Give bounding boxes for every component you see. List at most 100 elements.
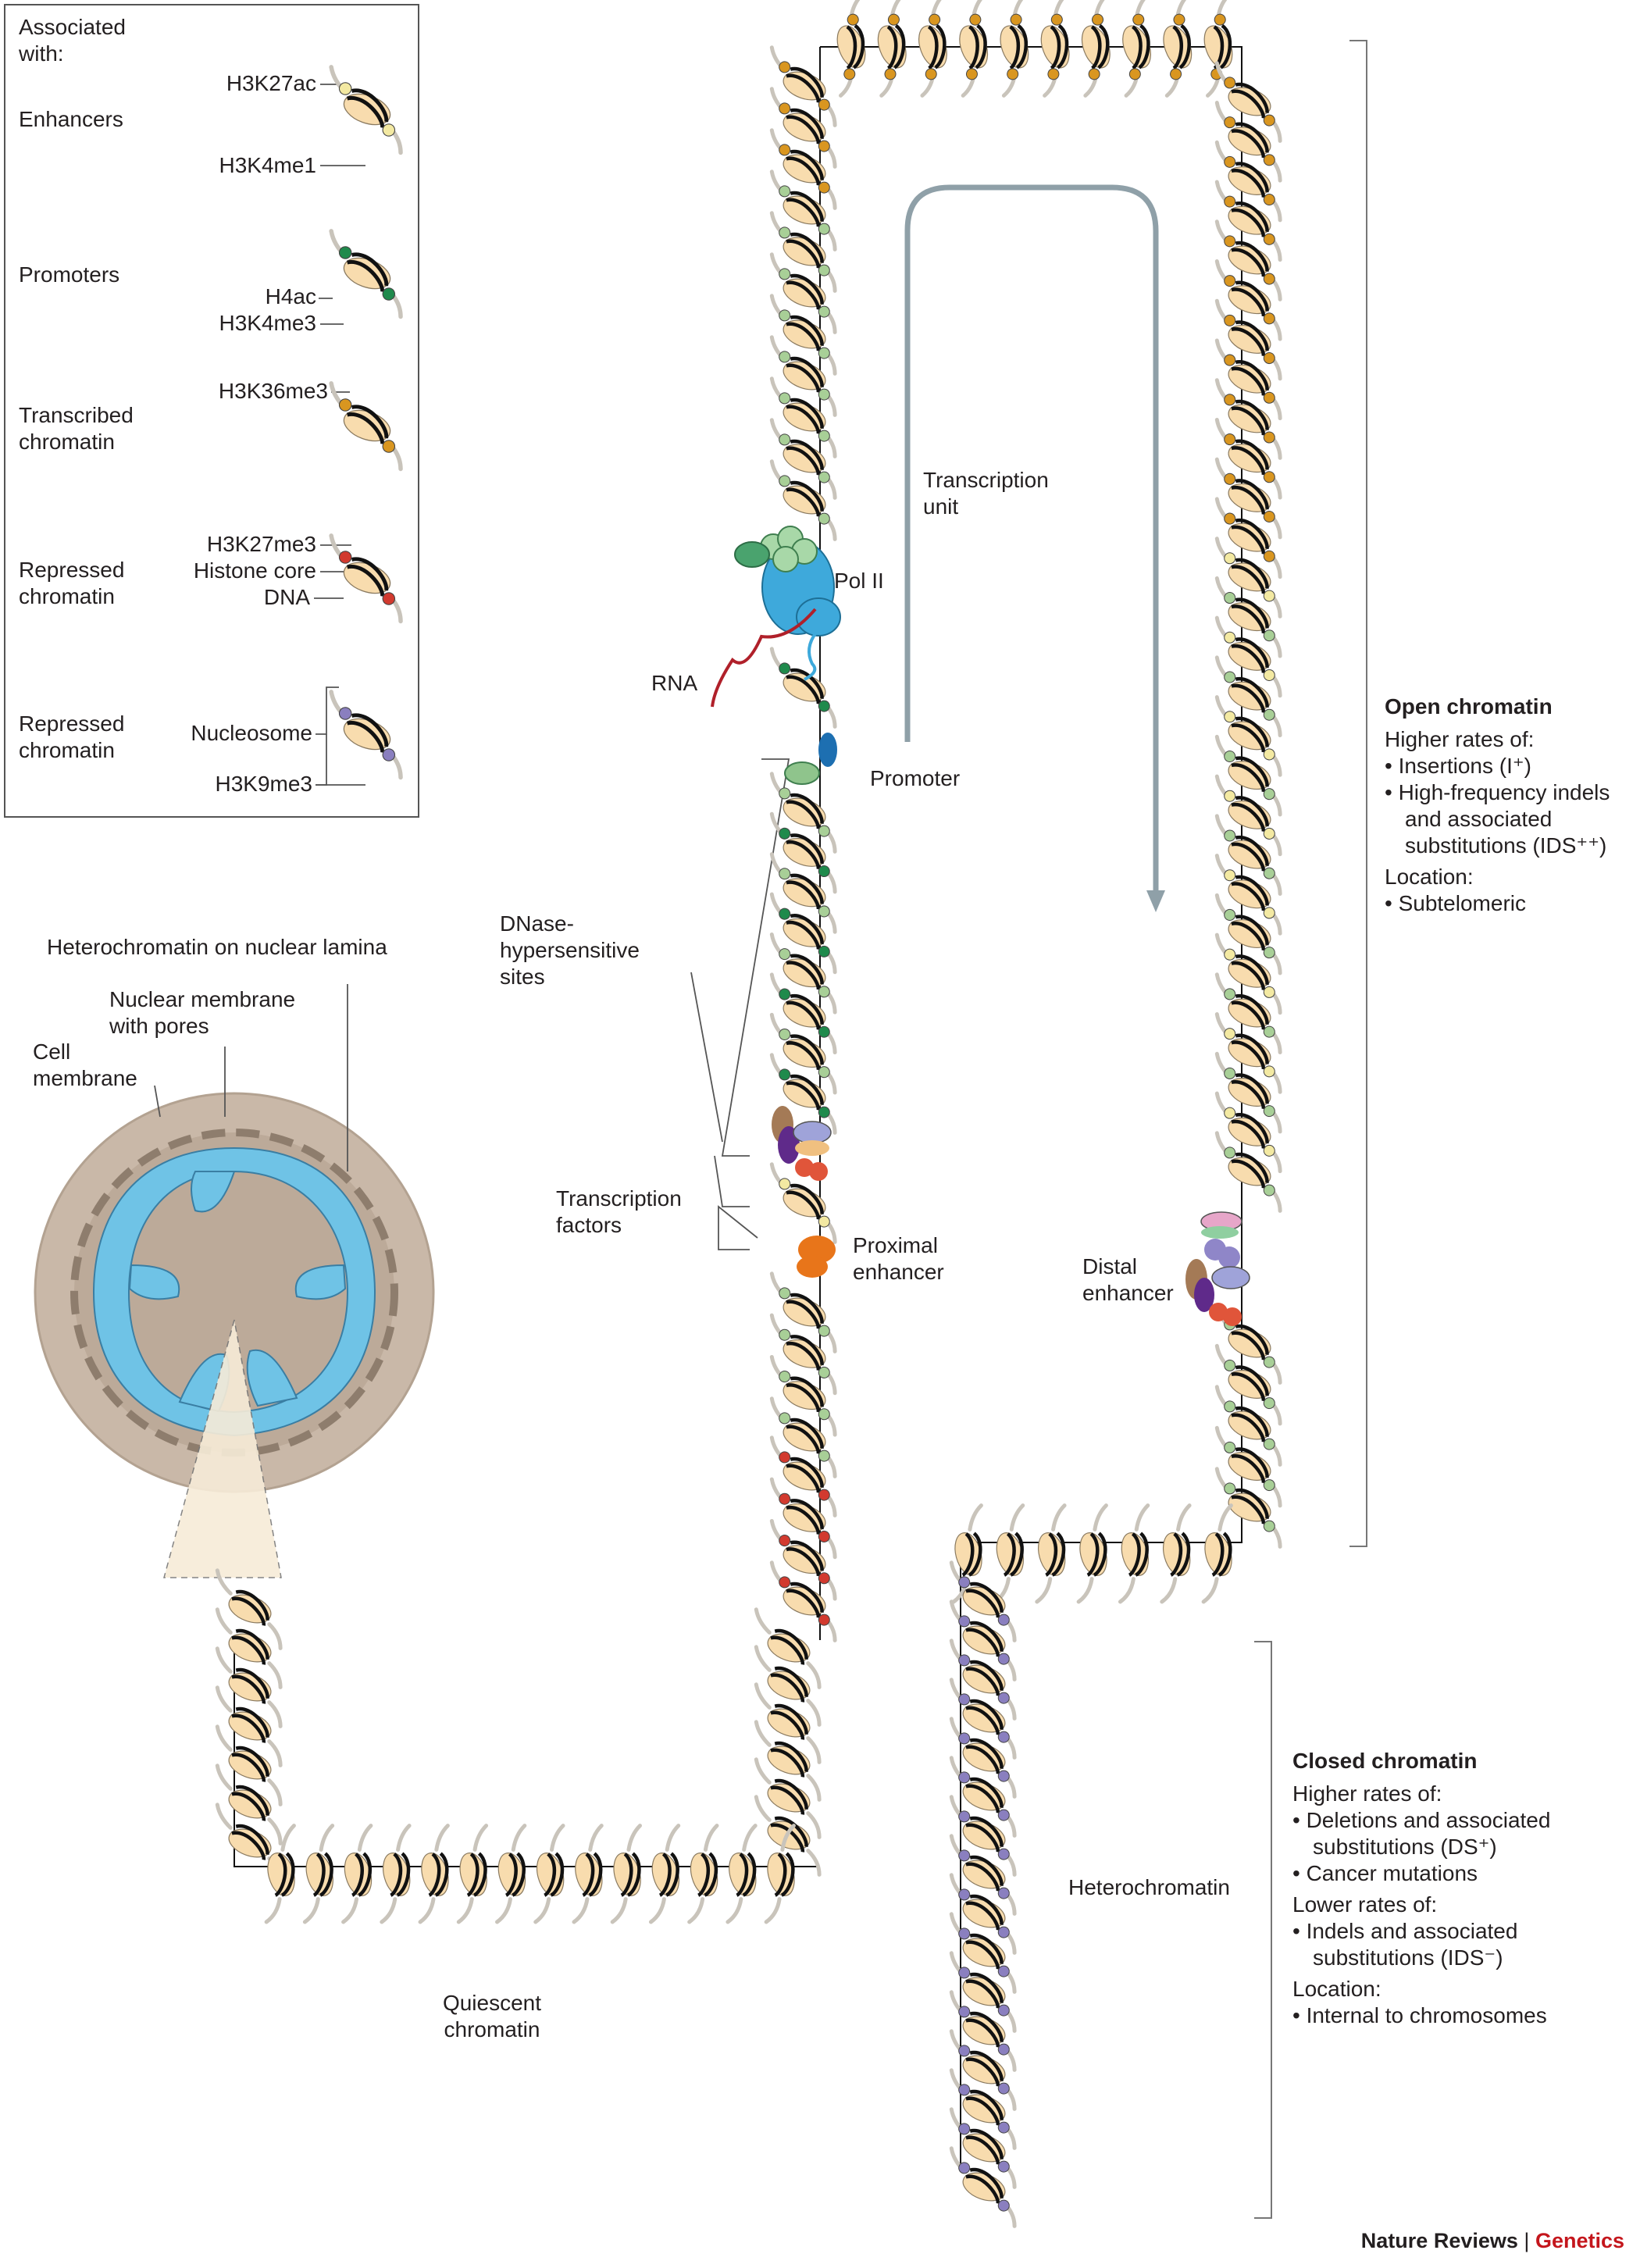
closed-line-4: Lower rates of:	[1292, 1892, 1438, 1917]
dna-wrap	[786, 1540, 824, 1577]
nucleosome	[949, 2029, 1017, 2111]
nucleosome	[215, 1607, 283, 1689]
open-line-2: • Insertions (I⁺)	[1385, 754, 1531, 778]
nucleosome	[456, 1824, 489, 1924]
cell	[34, 1092, 435, 1578]
nucleosome	[1214, 61, 1282, 143]
nucleosome	[769, 1477, 837, 1560]
heterochromatin-lamina-label: Heterochromatin on nuclear lamina	[47, 935, 387, 959]
nucleosome	[1214, 457, 1282, 540]
histone-mark	[1224, 1482, 1236, 1495]
tf-proximal	[797, 1236, 836, 1278]
tf-lavender-d	[1211, 1266, 1250, 1289]
legend-mark-h4ac: H4ac	[265, 284, 316, 308]
histone-tail	[215, 1607, 283, 1689]
histone-mark	[818, 1215, 830, 1228]
nucleosome	[1000, 0, 1029, 98]
histone-mark	[1173, 13, 1185, 26]
journal-credit: Nature Reviews | Genetics	[1361, 2229, 1624, 2253]
dna-wrap	[1211, 1532, 1232, 1577]
histone-tail	[1160, 1503, 1192, 1604]
nucleosome	[264, 1824, 296, 1924]
histone-mark	[1224, 1441, 1236, 1453]
histone-mark	[1224, 750, 1236, 762]
histone-mark	[965, 68, 978, 80]
histone-mark	[779, 1287, 791, 1300]
histone-mark	[1263, 194, 1275, 206]
dna-wrap	[1231, 479, 1269, 515]
dna-wrap	[786, 1582, 824, 1618]
nucleosome	[341, 1824, 373, 1924]
histone-mark	[1263, 1144, 1275, 1157]
nucleosome	[418, 1824, 450, 1924]
dna-wrap	[786, 66, 824, 103]
rna-strand	[711, 608, 817, 708]
legend-category-enhancers: Enhancers	[19, 107, 123, 131]
dna-wrap	[1231, 519, 1269, 555]
histone-mark	[958, 2123, 971, 2135]
nucleosome	[1214, 734, 1282, 817]
nucleosome	[836, 0, 866, 98]
histone-mark	[1263, 1397, 1275, 1410]
histone-mark	[997, 1731, 1010, 1743]
histone-mark	[1263, 550, 1275, 562]
histone-mark	[997, 2082, 1010, 2095]
dna-wrap	[1009, 23, 1029, 70]
closed-line-7: • Internal to chromosomes	[1292, 2003, 1547, 2027]
histone-mark	[997, 2121, 1010, 2134]
journal-separator: |	[1524, 2229, 1530, 2252]
histone-mark	[1263, 1105, 1275, 1118]
histone-tail	[418, 1824, 450, 1924]
nucleosome	[949, 2107, 1017, 2189]
nucleosome	[769, 1396, 837, 1478]
nucleosome	[1040, 0, 1070, 98]
histone-mark	[818, 347, 830, 359]
tf-orange-2	[797, 1256, 828, 1278]
dna-wrap	[770, 1816, 808, 1853]
nucleosome	[1214, 338, 1282, 421]
histone-tail	[764, 1824, 796, 1924]
dna-wrap	[1090, 23, 1110, 70]
histone-mark	[1263, 431, 1275, 444]
histone-mark	[958, 1732, 971, 1745]
dna-wrap	[1169, 1532, 1191, 1577]
histone-mark	[382, 592, 396, 605]
histone-tail	[215, 1685, 283, 1767]
nucleosome	[949, 1873, 1017, 1955]
histone-tail	[754, 1795, 822, 1877]
histone-mark	[338, 82, 352, 95]
dna-wrap	[1231, 1073, 1269, 1110]
dna-wrap	[1172, 23, 1191, 70]
nucleosome	[769, 1560, 837, 1642]
transcription-factors-label: Transcription factors	[556, 1186, 682, 1237]
dna-wrap	[389, 1852, 411, 1897]
nucleosome	[215, 1568, 283, 1650]
dna-wrap	[428, 1852, 449, 1897]
histone-mark	[1224, 155, 1236, 168]
legend-mark-h3k4me1: H3K4me1	[219, 153, 316, 177]
journal-field: Genetics	[1535, 2229, 1624, 2252]
histone-mark	[818, 986, 830, 998]
dna-wrap	[1231, 915, 1269, 951]
dna-wrap	[770, 1666, 808, 1703]
legend-heading: Associated with:	[19, 15, 126, 66]
histone-mark	[1132, 13, 1145, 26]
histone-mark	[779, 662, 791, 675]
open-line-5: • Subtelomeric	[1385, 891, 1526, 915]
pol2-lobe	[796, 597, 841, 637]
nucleosome	[769, 335, 837, 417]
histone-mark	[1263, 1438, 1275, 1450]
nucleosome	[1035, 1503, 1067, 1604]
closed-line-3: • Cancer mutations	[1292, 1861, 1478, 1885]
legend-mark-nucleosome: Nucleosome	[191, 721, 312, 745]
dna-wrap	[927, 23, 947, 70]
histone-mark	[997, 1965, 1010, 1977]
dna-wrap	[965, 1933, 1004, 1970]
dna-wrap	[786, 1074, 824, 1111]
histone-mark	[818, 1489, 830, 1501]
histone-mark	[1214, 13, 1226, 26]
pol2-tail	[804, 631, 818, 681]
histone-mark	[997, 1614, 1010, 1626]
